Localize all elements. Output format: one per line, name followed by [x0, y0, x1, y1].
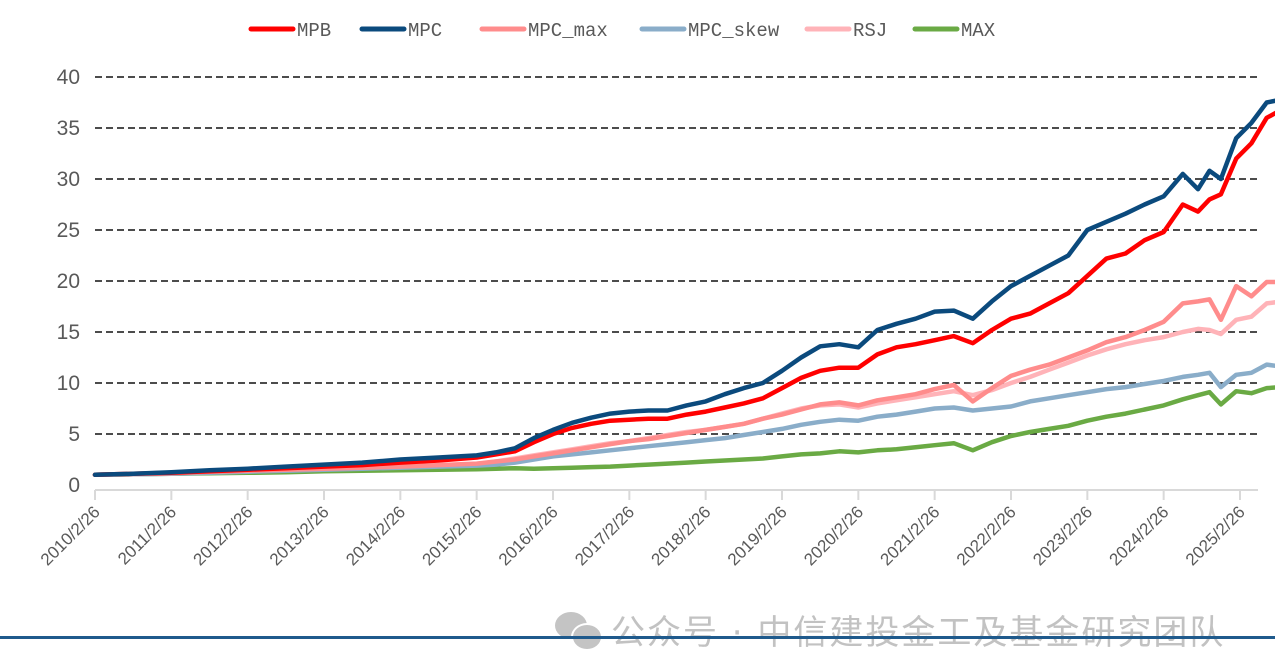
- x-tick-label: 2010/2/26: [37, 502, 104, 569]
- y-tick-label: 10: [57, 372, 80, 395]
- series-line-max: [92, 385, 1275, 478]
- x-tick-label: 2016/2/26: [495, 502, 562, 569]
- legend-label: MPC: [408, 20, 442, 42]
- legend-label: MPC_max: [528, 20, 608, 42]
- legend: MPB MPC MPC_max MPC_skew RSJ MAX: [248, 20, 996, 42]
- y-tick-label: 40: [57, 66, 80, 89]
- x-tick-label: 2022/2/26: [953, 502, 1020, 569]
- series-line-mpc: [92, 98, 1275, 478]
- wechat-icon: [555, 611, 603, 651]
- y-tick-label: 15: [57, 321, 80, 344]
- y-tick-label: 5: [68, 423, 80, 446]
- legend-item-mpb: MPB: [248, 20, 331, 42]
- legend-item-mpc: MPC: [359, 20, 442, 42]
- x-tick-label: 2012/2/26: [190, 502, 257, 569]
- legend-item-mpc-max: MPC_max: [479, 20, 608, 42]
- x-tick-label: 2023/2/26: [1029, 502, 1096, 569]
- x-tick-label: 2015/2/26: [419, 502, 486, 569]
- y-tick-label: 35: [57, 117, 80, 140]
- x-tick-label: 2011/2/26: [114, 502, 180, 568]
- series-line-mpb: [92, 110, 1275, 478]
- x-axis: 2010/2/26 2011/2/26 2012/2/26 2013/2/26 2014…: [37, 489, 1258, 569]
- y-tick-label: 25: [57, 219, 80, 242]
- x-tick-label: 2013/2/26: [266, 502, 333, 569]
- watermark: 公众号 · 中信建投金工及基金研究团队: [555, 605, 1225, 654]
- gridlines: [95, 76, 1258, 435]
- bottom-divider: [0, 636, 1275, 639]
- watermark-text: 公众号 · 中信建投金工及基金研究团队: [611, 613, 1226, 653]
- legend-label: RSJ: [853, 20, 887, 42]
- y-tick-label: 30: [57, 168, 80, 191]
- y-tick-label: 0: [68, 474, 80, 497]
- x-tick-label: 2021/2/26: [877, 502, 944, 569]
- x-tick-label: 2025/2/26: [1182, 502, 1249, 569]
- x-tick-label: 2024/2/26: [1106, 502, 1173, 569]
- legend-label: MPC_skew: [688, 20, 780, 42]
- series-line-rsj: [92, 300, 1275, 478]
- y-axis: 0 5 10 15 20 25 30 35 40: [57, 66, 80, 497]
- legend-label: MPB: [297, 20, 331, 42]
- legend-label: MAX: [961, 20, 996, 42]
- y-tick-label: 20: [57, 270, 80, 293]
- series-line-mpc-max: [92, 279, 1275, 478]
- x-tick-label: 2014/2/26: [342, 502, 409, 569]
- x-tick-label: 2017/2/26: [571, 502, 638, 569]
- legend-item-mpc-skew: MPC_skew: [639, 20, 780, 42]
- legend-item-rsj: RSJ: [804, 20, 887, 42]
- series-lines: [92, 98, 1275, 478]
- legend-item-max: MAX: [912, 20, 996, 42]
- x-tick-label: 2019/2/26: [724, 502, 791, 569]
- x-tick-label: 2018/2/26: [648, 502, 715, 569]
- x-tick-label: 2020/2/26: [800, 502, 867, 569]
